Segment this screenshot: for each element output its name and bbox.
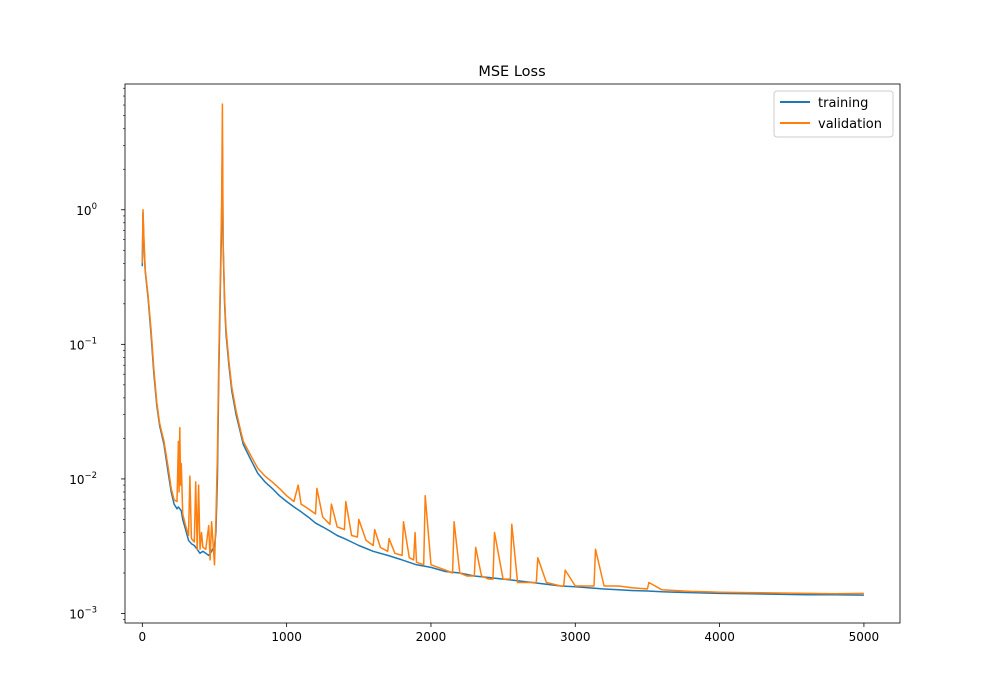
x-tick-label: 5000 xyxy=(849,630,880,644)
plot-area-frame xyxy=(124,83,901,624)
series-line-validation xyxy=(141,103,864,595)
legend-label-training: training xyxy=(818,96,868,111)
legend-label-validation: validation xyxy=(818,117,882,132)
y-tick-label: 10−3 xyxy=(69,606,97,622)
x-tick-label: 0 xyxy=(138,630,146,644)
y-tick-label: 100 xyxy=(76,202,97,218)
y-axis: 10−3 10−2 10−1 100 xyxy=(69,87,125,622)
x-tick-label: 4000 xyxy=(704,630,735,644)
x-tick-label: 2000 xyxy=(416,630,447,644)
x-axis: 0 1000 2000 3000 4000 5000 xyxy=(138,623,879,644)
legend: training validation xyxy=(773,90,894,138)
y-tick-label: 10−2 xyxy=(69,471,97,487)
series-line-training xyxy=(141,144,864,596)
y-tick-label: 10−1 xyxy=(69,336,97,352)
plot-lines xyxy=(141,103,864,596)
chart-title: MSE Loss xyxy=(478,64,545,80)
x-tick-label: 3000 xyxy=(560,630,591,644)
x-tick-label: 1000 xyxy=(271,630,302,644)
